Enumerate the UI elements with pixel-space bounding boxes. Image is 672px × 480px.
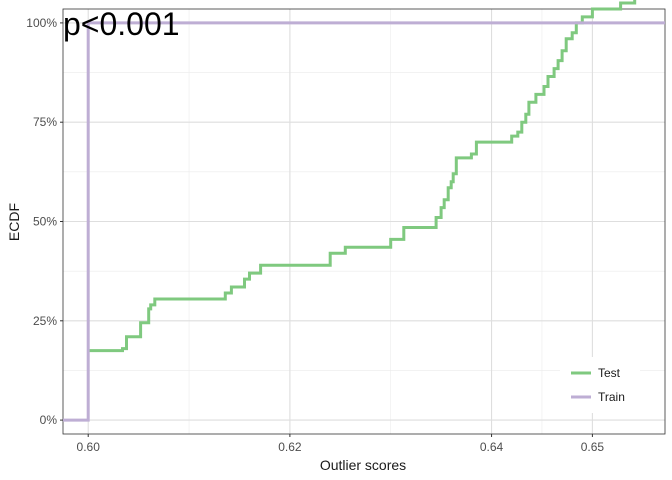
y-axis-ticks: 0% 25% 50% 75% 100% (26, 16, 63, 427)
y-tick-label: 0% (40, 413, 58, 427)
x-tick-label: 0.62 (278, 440, 302, 454)
legend: Test Train (560, 357, 640, 413)
legend-background (560, 357, 640, 413)
legend-label-train: Train (598, 390, 625, 404)
x-axis-title: Outlier scores (320, 457, 406, 473)
series-line-test (88, 0, 637, 353)
legend-label-test: Test (598, 366, 621, 380)
p-value-annotation: p<0.001 (63, 6, 180, 42)
y-tick-label: 50% (33, 215, 57, 229)
x-axis-ticks: 0.60 0.62 0.64 0.65 (77, 434, 605, 454)
y-tick-label: 25% (33, 314, 57, 328)
x-tick-label: 0.60 (77, 440, 101, 454)
y-axis-title: ECDF (6, 203, 22, 241)
x-tick-label: 0.65 (581, 440, 605, 454)
x-tick-label: 0.64 (480, 440, 504, 454)
series-lines (63, 0, 665, 422)
y-tick-label: 100% (26, 16, 57, 30)
series-line-train (63, 21, 665, 422)
y-tick-label: 75% (33, 115, 57, 129)
